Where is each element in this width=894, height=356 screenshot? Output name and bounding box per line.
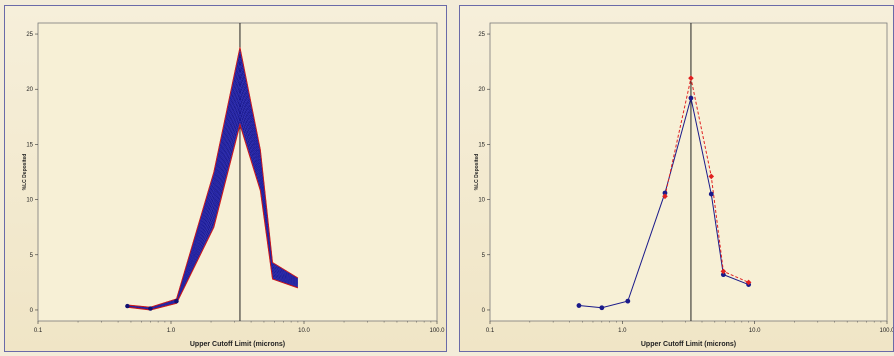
y-tick-label: 0	[30, 308, 34, 314]
x-tick-label: 1.0	[618, 328, 627, 334]
y-axis-title: %LC Deposited	[474, 154, 480, 191]
data-point	[174, 298, 179, 304]
y-tick-label: 10	[26, 198, 33, 204]
chart-left: 0 5 10 15 20 25 0.1 1.0 10.0 100.0 Upper Cutoff Li…	[22, 22, 445, 348]
series-band	[127, 47, 298, 310]
y-tick-label: 10	[478, 198, 485, 204]
y-tick-label: 15	[26, 142, 33, 148]
data-point	[745, 279, 752, 286]
data-point	[720, 272, 726, 278]
data-point	[662, 193, 668, 200]
y-tick-label: 15	[478, 142, 485, 148]
data-point	[688, 95, 694, 101]
y-tick-label: 20	[478, 87, 485, 93]
series-upper-bound	[127, 47, 299, 308]
data-point	[625, 298, 631, 304]
chart-panel-right: 0 5 10 15 20 25 0.1 1.0 10.0 100.0 Upper Cutoff Li…	[459, 5, 894, 352]
x-tick-label: 0.1	[486, 328, 495, 334]
chart-right: 0 5 10 15 20 25 0.1 1.0 10.0 100.0 Upper Cutoff Li…	[474, 22, 893, 348]
x-axis-title: Upper Cutoff Limit (microns)	[641, 341, 736, 348]
data-point	[576, 303, 582, 308]
x-tick-label: 10.0	[749, 328, 761, 334]
y-axis-title: %LC Deposited	[22, 154, 28, 191]
y-tick-label: 20	[26, 87, 33, 93]
x-tick-label: 100.0	[429, 328, 445, 334]
data-point	[662, 190, 668, 196]
data-point	[720, 268, 727, 275]
data-point	[688, 75, 694, 81]
x-tick-label: 10.0	[298, 328, 310, 334]
x-tick-label: 1.0	[167, 328, 176, 334]
data-point	[148, 306, 153, 311]
y-tick-label: 0	[482, 308, 486, 314]
x-tick-label: 0.1	[34, 328, 43, 334]
y-tick-label: 5	[482, 253, 486, 259]
plot-area	[489, 22, 888, 322]
series-line-0	[578, 97, 749, 309]
x-axis-title: Upper Cutoff Limit (microns)	[190, 341, 285, 348]
x-tick-label: 100.0	[879, 328, 893, 334]
y-tick-label: 5	[30, 253, 34, 259]
y-tick-label: 25	[26, 32, 33, 38]
data-point	[708, 191, 714, 197]
data-point	[125, 303, 130, 309]
chart-panel-left: 0 5 10 15 20 25 0.1 1.0 10.0 100.0 Upper Cutoff Li…	[4, 5, 447, 352]
y-tick-label: 25	[478, 32, 485, 38]
data-point	[599, 305, 605, 311]
series-lower-bound	[127, 122, 299, 311]
